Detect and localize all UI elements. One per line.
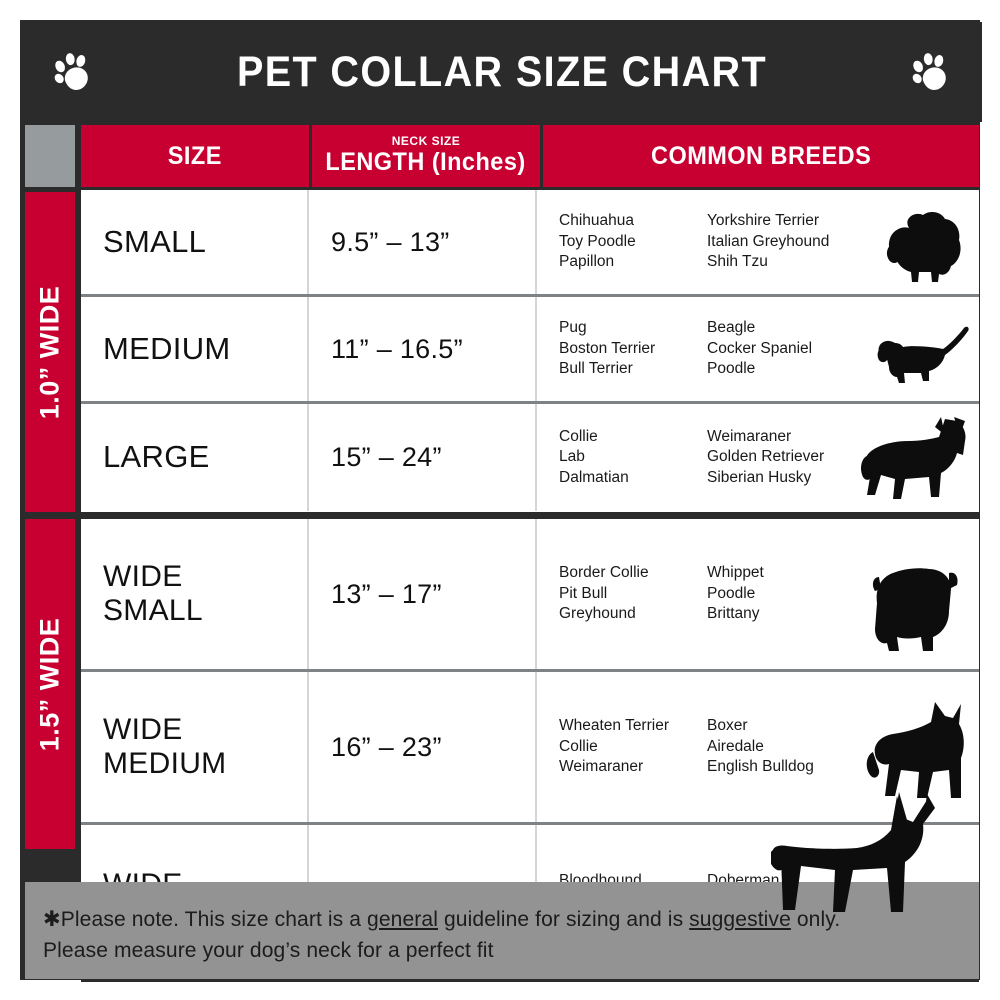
breed-item: Pit Bull — [559, 584, 608, 602]
corner-spacer — [25, 125, 75, 187]
table-grid: SIZE NECK SIZE LENGTH (Inches) COMMON BR… — [81, 122, 979, 982]
breed-column-1: Chihuahua Toy Poodle Papillon — [559, 211, 707, 273]
footer-text-block: ✱Please note. This size chart is a gener… — [25, 882, 979, 979]
cell-size: MEDIUM — [81, 297, 309, 401]
beagle-silhouette-icon — [873, 317, 973, 389]
breed-item: Yorkshire Terrier — [707, 212, 819, 230]
cell-length: 9.5” – 13” — [309, 190, 537, 294]
rail-label: 1.5” WIDE — [34, 617, 65, 751]
column-header-length-sup: NECK SIZE — [391, 134, 461, 149]
breed-item: Wheaten Terrier — [559, 717, 669, 735]
column-header-size: SIZE — [81, 125, 309, 187]
cell-size-line2: MEDIUM — [103, 747, 227, 780]
breed-item: Siberian Husky — [707, 468, 812, 486]
breed-column-2: Boxer Airedale English Bulldog — [707, 716, 857, 778]
cell-size: WIDE MEDIUM — [81, 672, 309, 822]
breed-item: Border Collie — [559, 564, 649, 582]
breed-item: Lab — [559, 448, 585, 466]
footer-note-text: ✱Please note. This size chart is a — [43, 907, 368, 931]
footer-note: ✱Please note. This size chart is a gener… — [25, 792, 979, 979]
footer-note-underline-general: general — [367, 907, 439, 931]
breed-item: Brittany — [707, 605, 760, 623]
bulldog-silhouette-icon — [865, 559, 963, 655]
breed-item: Boston Terrier — [559, 339, 656, 357]
cell-length: 11” – 16.5” — [309, 297, 537, 401]
breed-item: Cocker Spaniel — [707, 339, 813, 357]
footer-note-underline-suggestive: suggestive — [689, 907, 791, 931]
table-row: MEDIUM 11” – 16.5” Pug Boston Terrier Bu… — [81, 297, 979, 404]
width-rail-column: 1.0” WIDE 1.5” WIDE — [22, 122, 78, 982]
breed-item: Chihuahua — [559, 212, 634, 230]
breed-item: Weimaraner — [707, 427, 792, 445]
column-header-length: NECK SIZE LENGTH (Inches) — [312, 125, 540, 187]
breed-column-2: Whippet Poodle Brittany — [707, 563, 857, 625]
cell-size-line1: WIDE — [103, 713, 183, 747]
cell-breeds: Wheaten Terrier Collie Weimaraner Boxer … — [537, 672, 979, 822]
breed-item: Bull Terrier — [559, 360, 633, 378]
size-table: 1.0” WIDE 1.5” WIDE SIZE NECK SIZE LENGT… — [22, 122, 982, 982]
rail-group-1-5-wide: 1.5” WIDE — [25, 519, 75, 849]
shepherd-silhouette-icon — [859, 411, 975, 507]
table-row: SMALL 9.5” – 13” Chihuahua Toy Poodle Pa… — [81, 190, 979, 297]
breed-item: Golden Retriever — [707, 448, 825, 466]
column-header-breeds: COMMON BREEDS — [543, 125, 979, 187]
breed-item: Poodle — [707, 360, 756, 378]
table-row: WIDE MEDIUM 16” – 23” Wheaten Terrier Co… — [81, 672, 979, 825]
size-chart-container: PET COLLAR SIZE CHART 1.0” WIDE 1.5” WID… — [20, 20, 982, 982]
chart-header: PET COLLAR SIZE CHART — [22, 22, 982, 122]
cell-size: SMALL — [81, 190, 309, 294]
rail-label: 1.0” WIDE — [34, 285, 65, 419]
rail-group-1-0-wide: 1.0” WIDE — [25, 192, 75, 512]
cell-size: WIDE SMALL — [81, 519, 309, 669]
cell-breeds: Border Collie Pit Bull Greyhound Whippet… — [537, 519, 979, 669]
pitbull-silhouette-icon — [865, 696, 971, 816]
breed-column-1: Wheaten Terrier Collie Weimaraner — [559, 716, 707, 778]
cell-breeds: Pug Boston Terrier Bull Terrier Beagle C… — [537, 297, 979, 401]
cell-breeds: Chihuahua Toy Poodle Papillon Yorkshire … — [537, 190, 979, 294]
breed-item: Papillon — [559, 253, 615, 271]
cell-length: 13” – 17” — [309, 519, 537, 669]
table-header-row: SIZE NECK SIZE LENGTH (Inches) COMMON BR… — [81, 125, 979, 187]
breed-column-2: Weimaraner Golden Retriever Siberian Hus… — [707, 427, 857, 489]
breed-item: Dalmatian — [559, 468, 629, 486]
breed-item: Airedale — [707, 737, 764, 755]
cell-size-line1: WIDE — [103, 560, 183, 594]
footer-note-line-2: Please measure your dog’s neck for a per… — [43, 937, 494, 962]
breed-item: Greyhound — [559, 605, 636, 623]
breed-item: Collie — [559, 737, 598, 755]
cell-length: 15” – 24” — [309, 404, 537, 511]
table-row: WIDE SMALL 13” – 17” Border Collie Pit B… — [81, 519, 979, 672]
cell-size-line2: SMALL — [103, 594, 203, 627]
footer-note-line-1: ✱Please note. This size chart is a gener… — [43, 904, 943, 935]
breed-item: Toy Poodle — [559, 232, 636, 250]
breed-item: Collie — [559, 427, 598, 445]
pomeranian-silhouette-icon — [879, 208, 965, 286]
breed-item: Poodle — [707, 584, 756, 602]
page-title: PET COLLAR SIZE CHART — [236, 47, 768, 96]
breed-item: Italian Greyhound — [707, 232, 830, 250]
breed-item: Shih Tzu — [707, 253, 768, 271]
breed-column-1: Pug Boston Terrier Bull Terrier — [559, 318, 707, 380]
cell-size: LARGE — [81, 404, 309, 511]
breed-column-2: Beagle Cocker Spaniel Poodle — [707, 318, 857, 380]
breed-column-2: Yorkshire Terrier Italian Greyhound Shih… — [707, 211, 857, 273]
footer-note-text: guideline for sizing and is — [438, 907, 690, 931]
breed-item: Boxer — [707, 717, 748, 735]
footer-note-text: only. — [790, 907, 841, 931]
breed-column-1: Border Collie Pit Bull Greyhound — [559, 563, 707, 625]
breed-column-1: Collie Lab Dalmatian — [559, 427, 707, 489]
cell-breeds: Collie Lab Dalmatian Weimaraner Golden R… — [537, 404, 979, 511]
breed-item: Beagle — [707, 319, 756, 337]
group-1-0-wide-rows: SMALL 9.5” – 13” Chihuahua Toy Poodle Pa… — [81, 190, 979, 512]
paw-print-icon — [50, 49, 96, 95]
breed-item: Whippet — [707, 564, 764, 582]
breed-item: Weimaraner — [559, 758, 644, 776]
table-row: LARGE 15” – 24” Collie Lab Dalmatian Wei… — [81, 404, 979, 511]
paw-print-icon — [908, 49, 954, 95]
breed-item: Pug — [559, 319, 587, 337]
breed-item: English Bulldog — [707, 758, 814, 776]
cell-length: 16” – 23” — [309, 672, 537, 822]
